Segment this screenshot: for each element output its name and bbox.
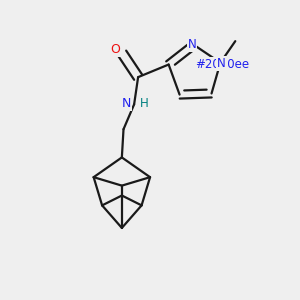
Text: H: H bbox=[140, 97, 148, 110]
Text: N: N bbox=[188, 38, 197, 51]
Text: N: N bbox=[217, 57, 226, 70]
Text: O: O bbox=[110, 44, 120, 56]
Text: N: N bbox=[122, 97, 131, 110]
Text: #2020ee: #2020ee bbox=[195, 58, 249, 71]
